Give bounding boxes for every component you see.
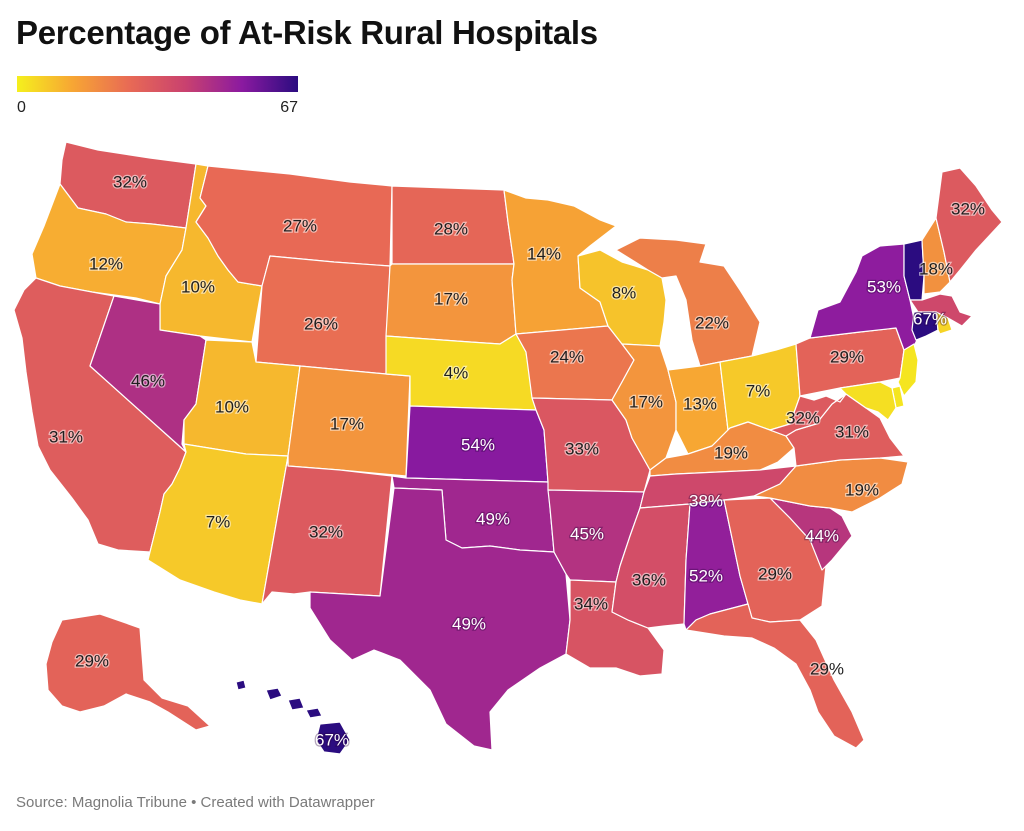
state-label-NE: 4% xyxy=(444,363,469,382)
state-label-TN: 38% xyxy=(689,491,723,510)
state-ME[interactable] xyxy=(935,167,1003,283)
state-label-AK: 29% xyxy=(75,651,109,670)
state-label-KY: 19% xyxy=(714,443,748,462)
state-label-TX: 49% xyxy=(452,614,486,633)
state-label-MT: 27% xyxy=(283,216,317,235)
state-label-VA: 31% xyxy=(835,422,869,441)
state-WI[interactable] xyxy=(577,249,667,347)
state-AK[interactable] xyxy=(45,613,211,731)
state-label-CA: 31% xyxy=(49,427,83,446)
state-label-AR: 45% xyxy=(570,524,604,543)
state-label-NV: 46% xyxy=(131,371,165,390)
state-label-OK: 49% xyxy=(476,509,510,528)
state-label-UT: 10% xyxy=(215,397,249,416)
state-NJ[interactable] xyxy=(897,343,919,397)
state-label-NC: 19% xyxy=(845,480,879,499)
state-label-IA: 24% xyxy=(550,347,584,366)
legend-min-label: 0 xyxy=(17,99,26,116)
state-label-WV: 32% xyxy=(786,408,820,427)
state-label-IN: 13% xyxy=(683,394,717,413)
state-HI[interactable] xyxy=(235,679,351,755)
source-note: Source: Magnolia Tribune • Created with … xyxy=(16,794,375,811)
state-label-ME: 32% xyxy=(951,199,985,218)
state-label-MI: 22% xyxy=(695,313,729,332)
state-label-SC: 44% xyxy=(805,526,839,545)
state-label-OH: 7% xyxy=(746,381,771,400)
state-TX[interactable] xyxy=(309,487,571,751)
state-label-WA: 32% xyxy=(113,172,147,191)
state-label-AZ: 7% xyxy=(206,512,231,531)
state-label-HI: 67% xyxy=(315,730,349,749)
state-MS[interactable] xyxy=(611,503,691,629)
chart-title: Percentage of At-Risk Rural Hospitals xyxy=(16,14,598,51)
state-label-CO: 17% xyxy=(330,414,364,433)
state-label-MN: 14% xyxy=(527,244,561,263)
state-label-FL: 29% xyxy=(810,659,844,678)
state-NM[interactable] xyxy=(261,455,393,605)
state-label-OR: 12% xyxy=(89,254,123,273)
state-label-SD: 17% xyxy=(434,289,468,308)
state-label-WI: 8% xyxy=(612,283,637,302)
state-label-ND: 28% xyxy=(434,219,468,238)
state-label-LA: 34% xyxy=(574,594,608,613)
state-label-NM: 32% xyxy=(309,522,343,541)
state-label-MO: 33% xyxy=(565,439,599,458)
state-label-NY: 53% xyxy=(867,277,901,296)
color-legend-bar xyxy=(17,76,298,92)
state-RI[interactable] xyxy=(935,311,953,335)
state-label-CT: 67% xyxy=(913,309,947,328)
state-label-NH: 18% xyxy=(919,259,953,278)
state-label-PA: 29% xyxy=(830,347,864,366)
state-label-MS: 36% xyxy=(632,570,666,589)
state-label-AL: 52% xyxy=(689,566,723,585)
state-label-IL: 17% xyxy=(629,392,663,411)
state-WV[interactable] xyxy=(769,393,847,437)
state-label-GA: 29% xyxy=(758,564,792,583)
state-MT[interactable] xyxy=(195,165,393,287)
state-FL[interactable] xyxy=(685,603,865,749)
state-label-ID: 10% xyxy=(181,277,215,296)
state-label-KS: 54% xyxy=(461,435,495,454)
state-MD[interactable] xyxy=(839,381,897,421)
legend-max-label: 67 xyxy=(280,99,298,116)
state-label-WY: 26% xyxy=(304,314,338,333)
